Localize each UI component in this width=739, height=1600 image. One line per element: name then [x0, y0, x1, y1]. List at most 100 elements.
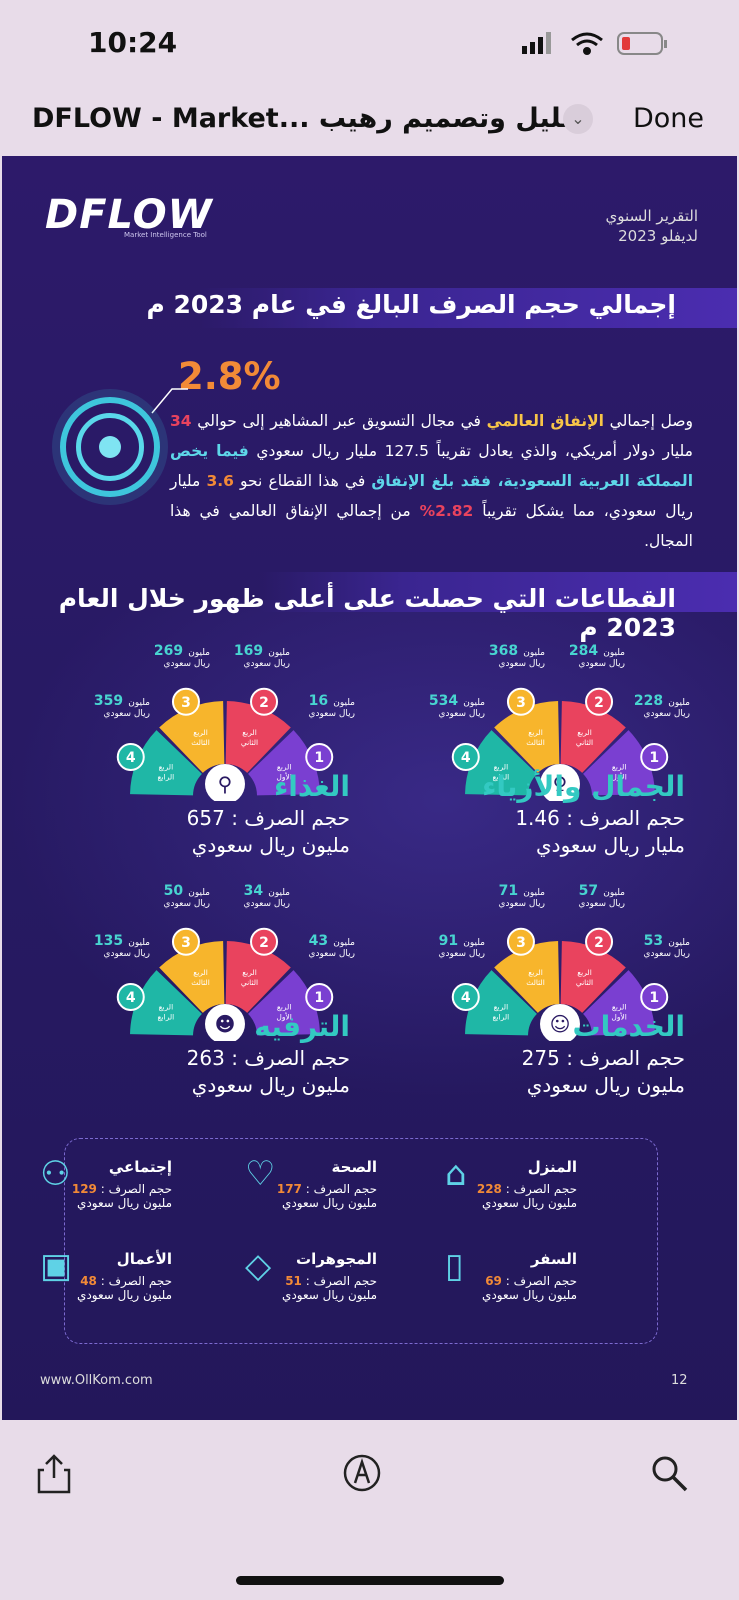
section-heading-total-spend: إجمالي حجم الصرف البالغ في عام 2023 م [146, 290, 676, 319]
quarter-value: 71 مليون ريال سعودي [498, 883, 545, 909]
sector-spend: حجم الصرف : 1.46 [515, 806, 685, 830]
svg-text:2: 2 [259, 695, 269, 711]
document-title[interactable]: DFLOW - Market... تحليل وتصميم رهيب [32, 103, 592, 134]
wifi-icon [571, 32, 603, 55]
quarter-badge-3 [171, 687, 200, 716]
svg-text:1: 1 [649, 750, 659, 766]
status-bar [0, 0, 739, 90]
svg-text:الربع: الربع [277, 763, 292, 772]
page-number: 12 [671, 1373, 688, 1388]
pointer-line [151, 388, 188, 414]
svg-text:الثاني: الثاني [576, 738, 593, 747]
search-icon[interactable] [650, 1454, 690, 1494]
category-spend: حجم الصرف : 177 [276, 1182, 377, 1196]
category-item: ♡ الصحة حجم الصرف : 177 مليون ريال سعودي [245, 1154, 425, 1238]
svg-text:4: 4 [461, 990, 471, 1006]
quarter-badge-1 [640, 742, 669, 771]
svg-text:الأول: الأول [276, 772, 291, 782]
svg-text:3: 3 [181, 935, 191, 951]
report-label: التقرير السنوي لديفلو 2023 [605, 207, 698, 245]
browser-nav-bar [0, 90, 739, 154]
category-name: المجوهرات [296, 1250, 377, 1268]
theater-masks-icon [205, 1004, 245, 1041]
svg-text:الأول: الأول [611, 772, 626, 782]
svg-text:الربع: الربع [528, 728, 543, 737]
sector-spend-unit: مليون ريال سعودي [191, 833, 350, 857]
svg-text:الأول: الأول [276, 1012, 291, 1022]
quarter-badge-2 [250, 687, 279, 716]
svg-text:الربع: الربع [612, 763, 627, 772]
logo-tagline: Market Intelligence Tool [124, 231, 207, 239]
fork-knife-plate-icon [205, 764, 245, 801]
health-heart-icon: ♡ [245, 1154, 276, 1194]
svg-text:الثالث: الثالث [526, 978, 545, 987]
briefcase-icon: ▣ [40, 1246, 73, 1286]
svg-text:2: 2 [259, 935, 269, 951]
website-footer: www.OllKom.com [40, 1373, 153, 1388]
power-ring-inner [76, 413, 144, 481]
svg-text:☺: ☺ [550, 1012, 571, 1036]
svg-text:الأول: الأول [611, 1012, 626, 1022]
category-unit: مليون ريال سعودي [282, 1196, 377, 1210]
svg-text:4: 4 [126, 750, 136, 766]
done-button[interactable]: Done [633, 103, 705, 134]
infographic-page [2, 156, 737, 1446]
quarter-value: 359 مليون ريال سعودي [93, 693, 150, 719]
quarter-value: 50 مليون ريال سعودي [163, 883, 210, 909]
svg-text:3: 3 [516, 695, 526, 711]
quarter-segment-4 [130, 730, 202, 796]
category-name: إجتماعي [108, 1158, 172, 1176]
svg-text:الربع: الربع [577, 968, 592, 977]
heading-band [200, 288, 737, 328]
category-name: الصحة [331, 1158, 377, 1176]
sector-card: 1 الربع الأول 2 الربع الثاني 3 الربع الثالث 4 الرب… [94, 630, 355, 857]
sector-spend-unit: مليار ريال سعودي [536, 833, 685, 857]
quarter-badge-1 [305, 742, 334, 771]
sector-card: 1 الربع الأول 2 الربع الثاني 3 الربع الثالث 4 الرب… [429, 630, 690, 857]
svg-text:1: 1 [314, 990, 324, 1006]
svg-text:4: 4 [461, 750, 471, 766]
markup-pen-icon[interactable] [342, 1453, 382, 1493]
quarter-segment-2 [560, 941, 626, 1013]
battery-icon [617, 32, 667, 55]
quarter-badge-2 [585, 927, 614, 956]
chevron-down-icon[interactable]: ⌄ [563, 104, 593, 134]
quarter-segment-1 [583, 730, 655, 796]
quarter-badge-2 [250, 927, 279, 956]
svg-text:الربع: الربع [193, 968, 208, 977]
svg-text:3: 3 [181, 695, 191, 711]
share-icon[interactable] [36, 1452, 72, 1494]
quarter-segment-4 [130, 970, 202, 1036]
sector-name: الترفيه [254, 1010, 350, 1043]
power-ring-icon [60, 397, 160, 497]
people-icon: ⚇ [40, 1154, 71, 1194]
svg-text:الربع: الربع [277, 1003, 292, 1012]
quarter-segment-1 [583, 970, 655, 1036]
category-item: ▯ السفر حجم الصرف : 69 مليون ريال سعودي [445, 1246, 625, 1330]
quarter-value: 57 مليون ريال سعودي [578, 883, 625, 909]
sector-spend: حجم الصرف : 275 [521, 1046, 685, 1070]
quarter-badge-3 [171, 927, 200, 956]
category-spend: حجم الصرف : 51 [285, 1274, 377, 1288]
category-unit: مليون ريال سعودي [482, 1288, 577, 1302]
status-icons [522, 32, 667, 55]
sector-spend: حجم الصرف : 263 [186, 1046, 350, 1070]
sector-spend: حجم الصرف : 657 [186, 806, 350, 830]
person-icon [540, 1004, 580, 1041]
quarter-segment-2 [225, 941, 291, 1013]
quarter-value: 135 مليون ريال سعودي [93, 933, 150, 959]
quarter-fan-chart: 1الربعالأول2الربعالثاني3الربعالثالث4الرب… [451, 687, 669, 801]
dflow-logo: DFLOW [45, 192, 213, 238]
home-indicator [236, 1576, 504, 1585]
svg-text:الربع: الربع [193, 728, 208, 737]
category-name: المنزل [527, 1158, 577, 1176]
quarter-segment-3 [494, 941, 560, 1013]
sector-spend-unit: مليون ريال سعودي [526, 1073, 685, 1097]
quarter-value: 534 مليون ريال سعودي [428, 693, 485, 719]
svg-text:4: 4 [126, 990, 136, 1006]
svg-text:الربع: الربع [494, 1003, 509, 1012]
power-ring-dot [99, 436, 121, 458]
sector-card: 1 الربع الأول 2 الربع الثاني 3 الربع الثالث 4 الرب… [94, 870, 355, 1097]
category-unit: مليون ريال سعودي [282, 1288, 377, 1302]
quarter-segment-4 [465, 970, 537, 1036]
